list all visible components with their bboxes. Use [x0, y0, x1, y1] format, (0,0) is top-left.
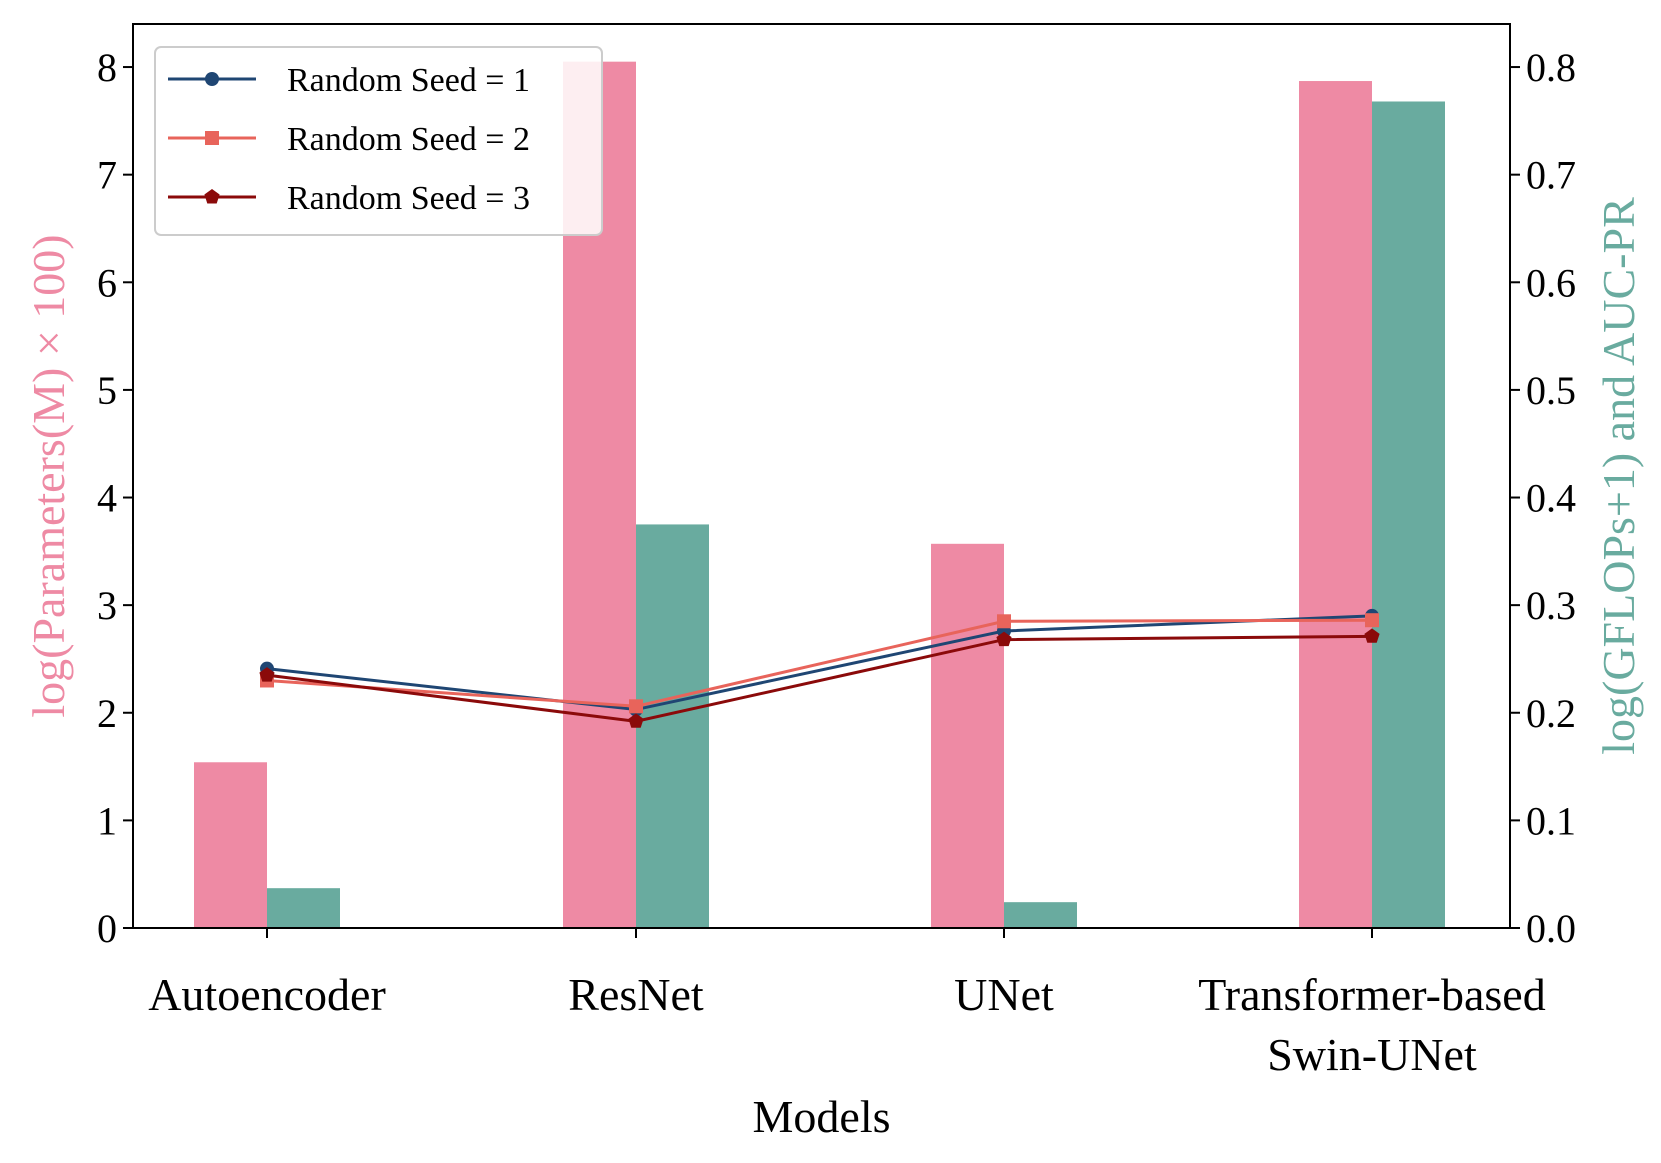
right-y-axis: 0.0 0.1 0.2 0.3 0.4 0.5 0.6 0.7 0.8	[1510, 45, 1576, 951]
legend-box	[154, 46, 603, 236]
line-seed-3	[266, 634, 1373, 723]
lines-layer	[259, 608, 1380, 728]
x-tick-label: ResNet	[568, 969, 704, 1020]
legend-label-seed-2: Random Seed = 2	[287, 121, 530, 158]
right-y-tick-label: 0.4	[1526, 476, 1576, 521]
x-axis: Autoencoder ResNet UNet Transformer-based Sw…	[148, 928, 1546, 1080]
line-seed-1	[266, 614, 1373, 712]
x-tick-label-line2: Swin-UNet	[1267, 1029, 1477, 1080]
line-seed-2	[266, 618, 1373, 708]
bars-layer	[194, 61, 1445, 929]
left-y-axis-title: log(Parameters(M) × 100)	[23, 234, 74, 717]
left-y-tick-label: 5	[97, 368, 117, 413]
bar-gflops-1	[636, 524, 709, 928]
right-y-tick-label: 0.6	[1526, 260, 1576, 305]
legend: Random Seed = 1 Random Seed = 2 Random See…	[154, 46, 603, 236]
x-tick-label: UNet	[954, 969, 1054, 1020]
right-y-tick-label: 0.3	[1526, 583, 1576, 628]
point-seed-3-1	[628, 713, 644, 728]
legend-marker-seed-1	[205, 72, 219, 86]
right-y-tick-label: 0.0	[1526, 906, 1576, 951]
x-tick-label: Autoencoder	[148, 969, 386, 1020]
left-y-tick-label: 4	[97, 476, 117, 521]
left-y-tick-label: 1	[97, 798, 117, 843]
point-seed-3-0	[259, 667, 275, 682]
point-seed-2-2	[997, 614, 1011, 629]
legend-label-seed-1: Random Seed = 1	[287, 62, 530, 99]
right-y-axis-title: log(GFLOPs+1) and AUC-PR	[1593, 197, 1644, 755]
right-y-tick-label: 0.2	[1526, 691, 1576, 736]
right-y-tick-label: 0.5	[1526, 368, 1576, 413]
left-y-axis: 0 1 2 3 4 5 6 7 8	[97, 45, 133, 951]
left-y-tick-label: 7	[97, 153, 117, 198]
plot-frame	[132, 23, 1511, 929]
point-seed-2-3	[1365, 613, 1379, 628]
left-y-tick-label: 3	[97, 583, 117, 628]
bar-gflops-3	[1372, 101, 1445, 928]
left-y-tick-label: 2	[97, 691, 117, 736]
right-y-tick-label: 0.1	[1526, 798, 1576, 843]
bar-gflops-0	[267, 888, 340, 928]
bar-params-2	[931, 543, 1004, 928]
bar-params-0	[194, 762, 267, 928]
legend-label-seed-3: Random Seed = 3	[287, 180, 530, 217]
x-tick-label: Transformer-based	[1198, 969, 1545, 1020]
bar-params-3	[1299, 81, 1372, 929]
point-seed-3-2	[996, 631, 1012, 647]
right-y-tick-label: 0.8	[1526, 45, 1576, 90]
legend-marker-seed-2	[205, 131, 219, 145]
point-seed-2-1	[629, 699, 643, 714]
left-y-tick-label: 6	[97, 260, 117, 305]
left-y-tick-label: 8	[97, 45, 117, 90]
point-seed-3-3	[1364, 628, 1380, 643]
legend-marker-seed-3	[204, 189, 220, 204]
bar-gflops-2	[1004, 902, 1077, 928]
x-axis-title: Models	[753, 1091, 891, 1142]
left-y-tick-label: 0	[97, 906, 117, 951]
right-y-tick-label: 0.7	[1526, 153, 1576, 198]
